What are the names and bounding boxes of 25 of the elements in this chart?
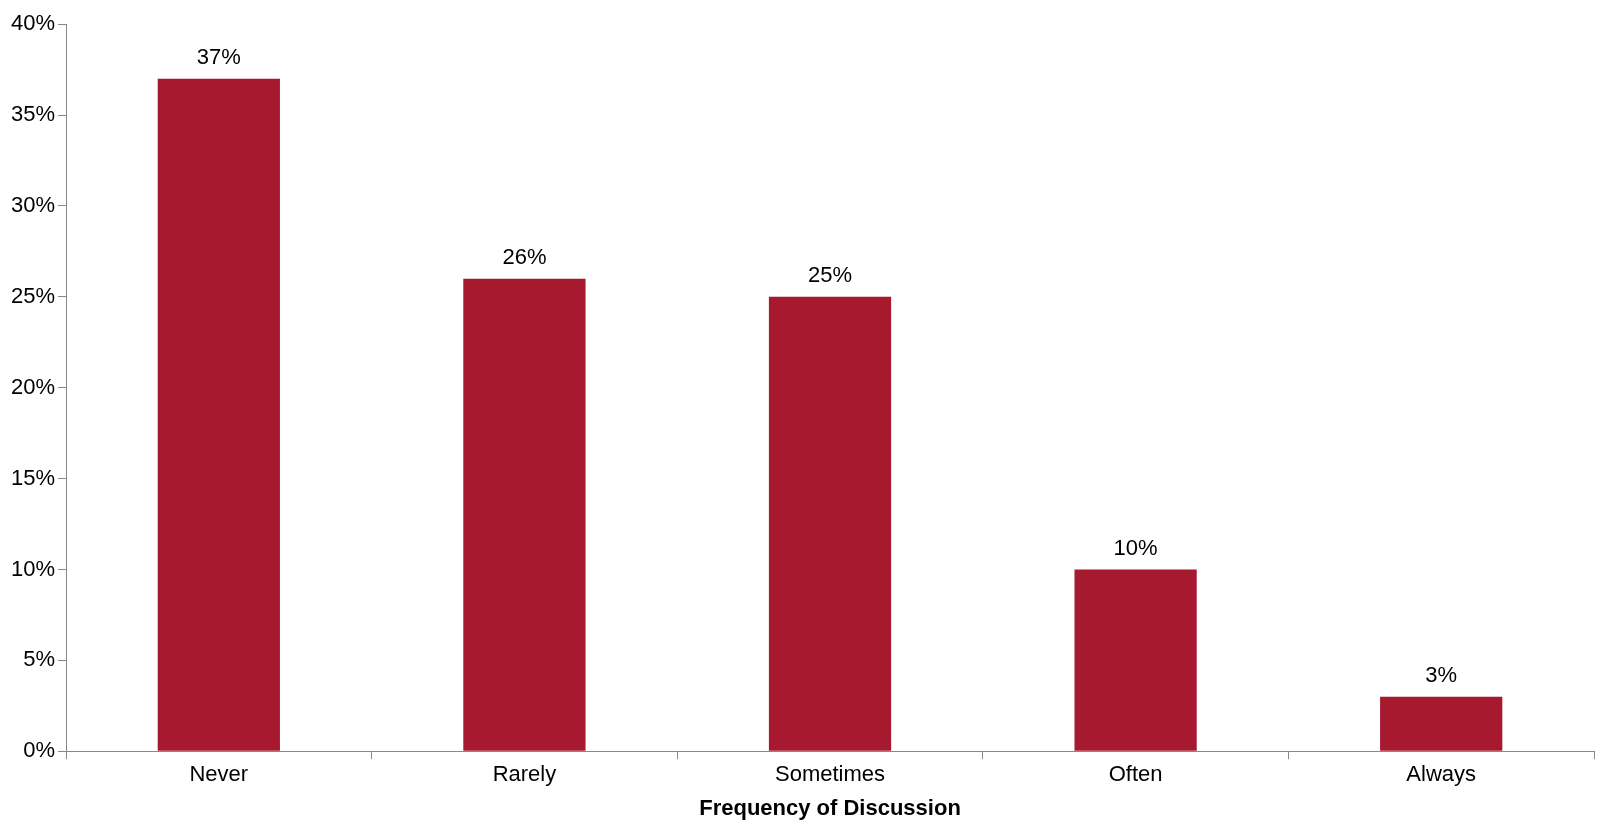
data-label: 26%: [502, 243, 547, 269]
data-label: 3%: [1425, 661, 1458, 687]
bar: [1380, 696, 1503, 751]
x-tick-label: Rarely: [492, 761, 557, 787]
y-tick-label: 15%: [10, 464, 56, 490]
data-label: 10%: [1113, 534, 1158, 560]
data-label: 37%: [196, 43, 241, 69]
x-tick-label: Sometimes: [774, 761, 886, 787]
bar: [157, 78, 280, 751]
y-tick-label: 0%: [23, 737, 56, 763]
y-tick-label: 30%: [10, 192, 56, 218]
x-tick-label: Often: [1108, 761, 1163, 787]
y-tick-label: 10%: [10, 555, 56, 581]
y-tick-label: 20%: [10, 373, 56, 399]
y-tick-label: 25%: [10, 282, 56, 308]
data-label: 25%: [807, 261, 853, 287]
x-axis-title: Frequency of Discussion: [699, 794, 961, 820]
y-tick-label: 5%: [23, 646, 56, 672]
y-tick-label: 40%: [10, 10, 56, 36]
bar: [768, 296, 892, 751]
bar: [1074, 569, 1197, 751]
bar: [463, 278, 586, 751]
x-tick-label: Never: [189, 761, 249, 787]
y-tick-label: 35%: [10, 101, 56, 127]
x-tick-label: Always: [1406, 761, 1477, 787]
